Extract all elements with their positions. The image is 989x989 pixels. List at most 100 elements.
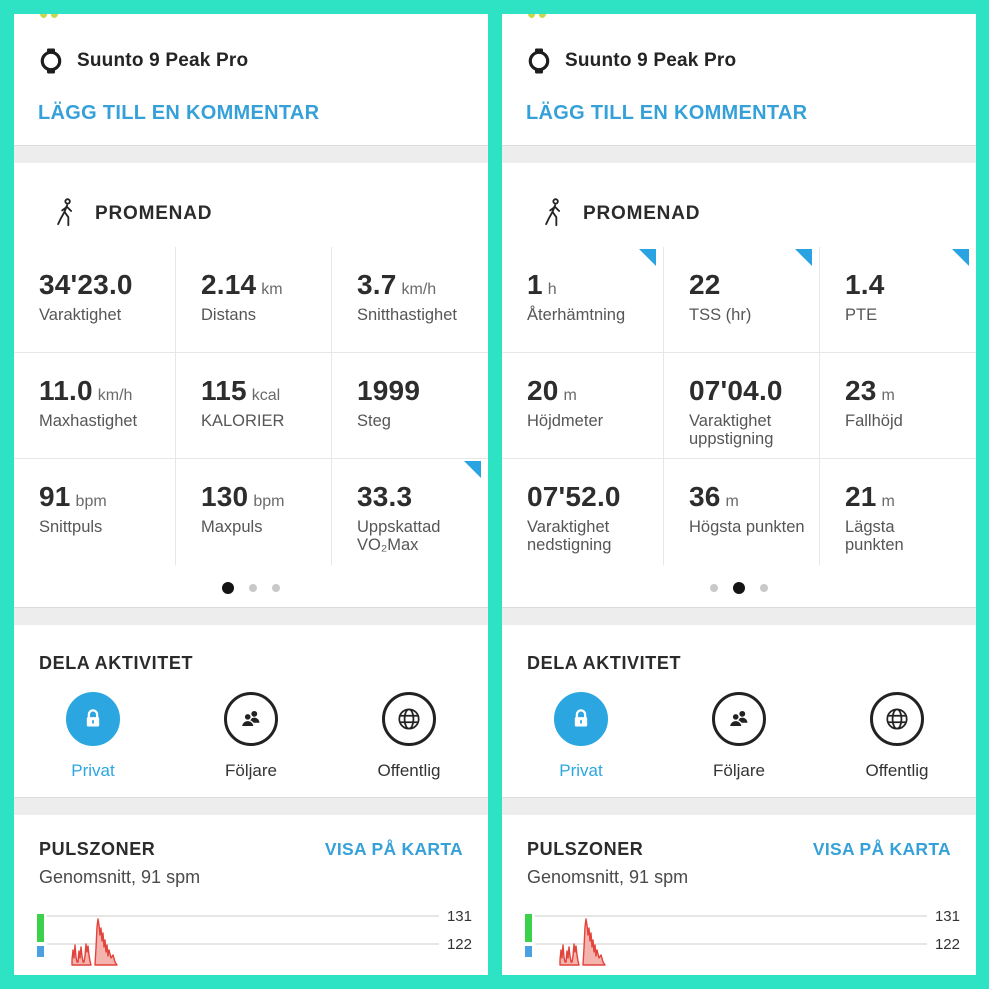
watch-icon [528,48,550,74]
stat-cell: 1 h Återhämtning [502,247,664,353]
pulse-zones-section: PULSZONER VISA PÅ KARTA Genomsnitt, 91 s… [14,815,488,975]
stat-cell: 1999 Steg [332,353,488,459]
heart-rate-series [582,918,606,966]
stats-section: PROMENAD 1 h Återhämtning 22 TSS (hr) 1.4 PT… [502,163,976,607]
synced-flag-icon [464,461,481,478]
device-row: Suunto 9 Peak Pro [502,14,976,74]
activity-row: PROMENAD [502,163,976,237]
share-option-offentlig[interactable]: Offentlig [330,692,488,781]
y-tick-122: 122 [447,936,472,953]
lock-icon [66,692,120,746]
stat-cell: 130 bpm Maxpuls [176,459,332,565]
share-option-label: Offentlig [865,761,929,780]
stats-grid: 1 h Återhämtning 22 TSS (hr) 1.4 PTE 20 m Höjd… [502,247,976,565]
share-option-privat[interactable]: Privat [502,692,660,781]
share-option-label: Privat [71,761,115,780]
activity-row: PROMENAD [14,163,488,237]
section-divider [502,797,976,815]
device-name: Suunto 9 Peak Pro [77,50,249,71]
feeling-icon-partial [40,14,62,19]
stat-cell: 91 bpm Snittpuls [14,459,176,565]
activity-name: PROMENAD [95,203,213,224]
share-section: DELA AKTIVITET Privat Följare Offentlig [502,625,976,797]
watch-icon [40,48,62,74]
stat-cell: 1.4 PTE [820,247,976,353]
show-on-map-link[interactable]: VISA PÅ KARTA [812,839,951,859]
walking-icon [545,198,561,227]
header-section: Suunto 9 Peak Pro LÄGG TILL EN KOMMENTAR [502,14,976,145]
zone-legend-blue [37,946,44,957]
carousel-dots [502,582,976,594]
pulse-average: Genomsnitt, 91 spm [39,867,201,887]
stat-cell: 36 m Högsta punkten [664,459,820,565]
heart-rate-chart: 131 122 [502,894,976,975]
pulse-zones-title: PULSZONER [527,839,644,859]
stats-section: PROMENAD 34'23.0 Varaktighet 2.14 km Distan… [14,163,488,607]
share-title: DELA AKTIVITET [527,653,682,673]
walking-icon [57,198,73,227]
stat-cell: 20 m Höjdmeter [502,353,664,459]
zone-legend-green [37,914,44,942]
pulse-average: Genomsnitt, 91 spm [527,867,689,887]
share-option-offentlig[interactable]: Offentlig [818,692,976,781]
pulse-zones-title: PULSZONER [39,839,156,859]
page-dot[interactable] [760,584,768,592]
y-tick-122: 122 [935,936,960,953]
share-options: Privat Följare Offentlig [502,692,976,781]
globe-icon [870,692,924,746]
stat-cell: 34'23.0 Varaktighet [14,247,176,353]
pulse-zones-section: PULSZONER VISA PÅ KARTA Genomsnitt, 91 s… [502,815,976,975]
device-name: Suunto 9 Peak Pro [565,50,737,71]
stat-cell: 33.3 Uppskattad VO₂Max [332,459,488,565]
share-option-foljare[interactable]: Följare [172,692,330,781]
heart-rate-series [94,918,118,966]
zone-legend-blue [525,946,532,957]
stat-cell: 21 m Lägsta punkten [845,481,904,555]
header-section: Suunto 9 Peak Pro LÄGG TILL EN KOMMENTAR [14,14,488,145]
device-row: Suunto 9 Peak Pro [14,14,488,74]
share-title: DELA AKTIVITET [39,653,194,673]
share-options: Privat Följare Offentlig [14,692,488,781]
section-divider [502,607,976,625]
add-comment-link[interactable]: LÄGG TILL EN KOMMENTAR [526,102,808,124]
globe-icon [382,692,436,746]
add-comment-link[interactable]: LÄGG TILL EN KOMMENTAR [38,102,320,124]
stat-cell: 115 kcal KALORIER [176,353,332,459]
stat-cell: 3.7 km/h Snitthastighet [332,247,488,353]
synced-flag-icon [952,249,969,266]
share-section: DELA AKTIVITET Privat Följare Offentlig [14,625,488,797]
zone-legend-green [525,914,532,942]
activity-card-left: Suunto 9 Peak Pro LÄGG TILL EN KOMMENTAR… [14,14,488,975]
people-icon [712,692,766,746]
synced-flag-icon [795,249,812,266]
share-option-label: Offentlig [377,761,441,780]
stat-cell: 22 TSS (hr) [664,247,820,353]
page-dot[interactable] [733,582,745,594]
feeling-icon-partial [528,14,550,19]
share-option-privat[interactable]: Privat [14,692,172,781]
section-divider [14,145,488,163]
section-divider [14,797,488,815]
people-icon [224,692,278,746]
y-tick-131: 131 [935,908,960,925]
page-dot[interactable] [222,582,234,594]
carousel-dots [14,582,488,594]
activity-card-right: Suunto 9 Peak Pro LÄGG TILL EN KOMMENTAR… [502,14,976,975]
stats-grid: 34'23.0 Varaktighet 2.14 km Distans 3.7 km/h… [14,247,488,565]
page-dot[interactable] [249,584,257,592]
section-divider [502,145,976,163]
share-option-foljare[interactable]: Följare [660,692,818,781]
section-divider [14,607,488,625]
page-dot[interactable] [272,584,280,592]
stat-cell: 11.0 km/h Maxhastighet [14,353,176,459]
heart-rate-chart: 131 122 [14,894,488,975]
share-option-label: Privat [559,761,603,780]
show-on-map-link[interactable]: VISA PÅ KARTA [324,839,463,859]
stat-cell: 23 m Fallhöjd [820,353,976,459]
page-dot[interactable] [710,584,718,592]
y-tick-131: 131 [447,908,472,925]
stat-cell: 07'04.0 Varaktighet uppstigning [664,353,820,459]
heart-rate-series [559,943,580,966]
synced-flag-icon [639,249,656,266]
lock-icon [554,692,608,746]
